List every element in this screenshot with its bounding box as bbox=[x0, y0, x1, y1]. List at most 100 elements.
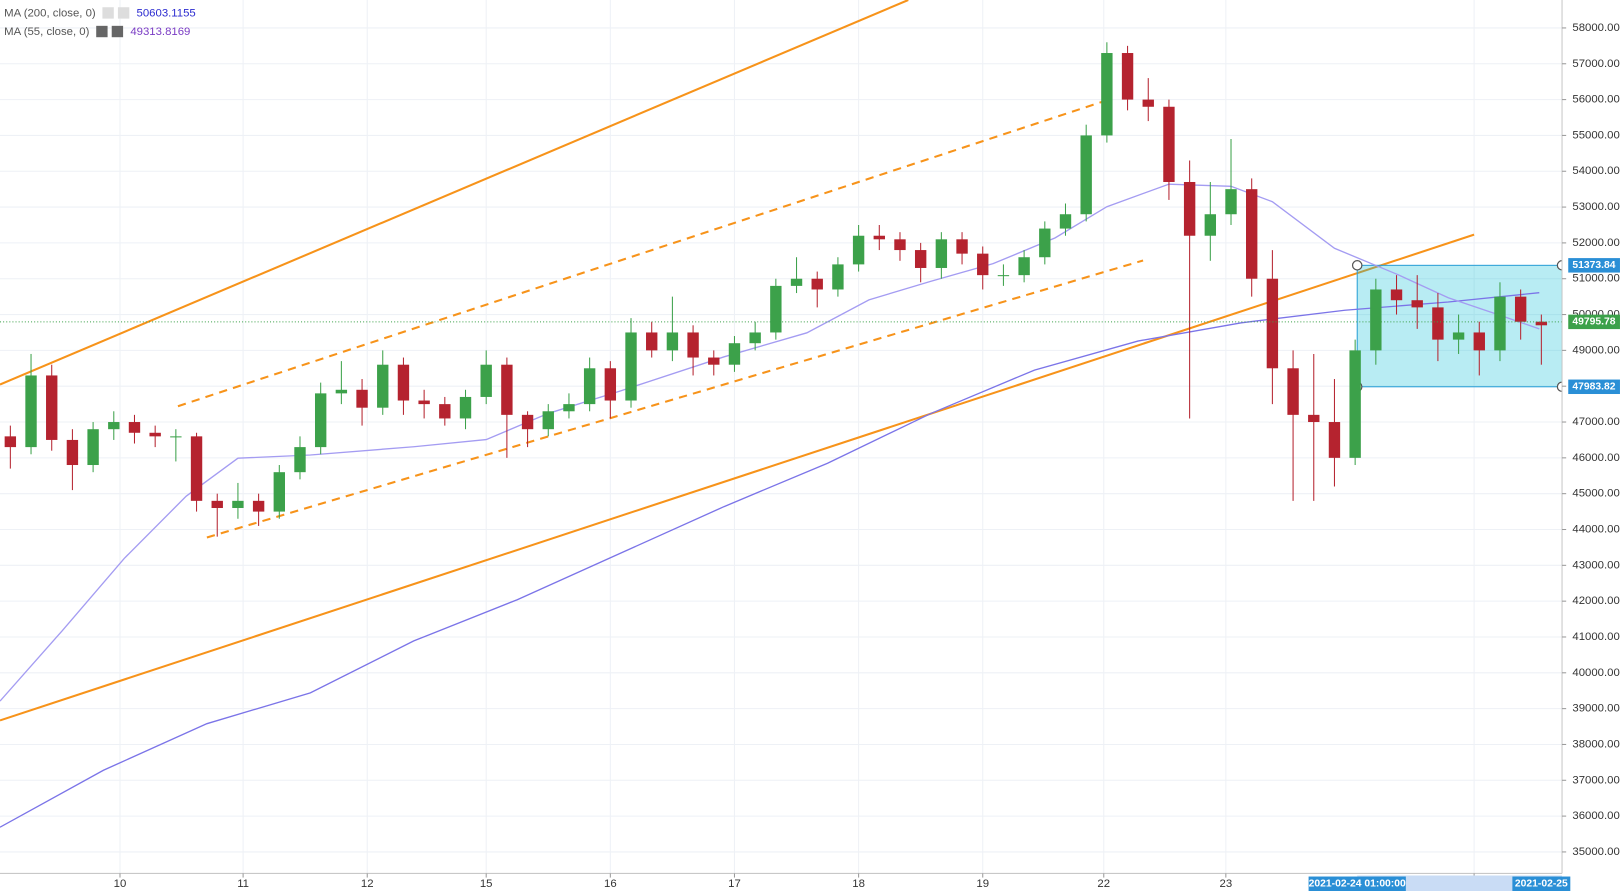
candle-body bbox=[1390, 289, 1403, 301]
candle-body bbox=[1121, 53, 1134, 100]
candle-body bbox=[149, 432, 161, 437]
candle-body bbox=[314, 393, 327, 448]
candle-body bbox=[501, 364, 513, 415]
y-tick-label: 57000.00 bbox=[1572, 58, 1619, 70]
candle-body bbox=[1225, 189, 1237, 215]
legend-label: MA (200, close, 0) bbox=[4, 7, 96, 19]
y-tick-label: 54000.00 bbox=[1572, 165, 1619, 177]
candle-body bbox=[1018, 257, 1030, 276]
plot-area bbox=[0, 42, 1563, 828]
y-tick-label: 42000.00 bbox=[1572, 595, 1619, 607]
legend-value: 49313.8169 bbox=[130, 26, 190, 38]
candle-body bbox=[873, 235, 885, 240]
candle-body bbox=[4, 436, 17, 448]
candle-body bbox=[914, 250, 927, 268]
x-tick-label: 11 bbox=[237, 878, 249, 890]
time-tag bbox=[1308, 876, 1406, 891]
y-tick-label: 36000.00 bbox=[1572, 810, 1619, 822]
moving-average-line bbox=[0, 292, 1540, 828]
x-tick-label: 17 bbox=[728, 878, 741, 890]
y-tick-label: 49000.00 bbox=[1572, 344, 1619, 356]
candle-body bbox=[1514, 296, 1527, 322]
candle-body bbox=[108, 422, 120, 430]
candle-body bbox=[190, 436, 203, 501]
candle-body bbox=[583, 368, 596, 405]
candle-body bbox=[1494, 296, 1506, 351]
range-box-handle[interactable] bbox=[1351, 260, 1363, 271]
candle-body bbox=[1328, 422, 1341, 458]
candle-body bbox=[397, 364, 410, 401]
candle-body bbox=[770, 285, 782, 333]
candle-body bbox=[1370, 289, 1382, 351]
y-tick-label: 55000.00 bbox=[1572, 129, 1619, 141]
price-axis bbox=[1562, 0, 1621, 891]
candle-body bbox=[521, 414, 534, 430]
candle-body bbox=[480, 364, 492, 397]
range-box[interactable] bbox=[1351, 260, 1568, 393]
candle-body bbox=[459, 396, 472, 419]
y-tick-label: 38000.00 bbox=[1572, 738, 1619, 750]
y-tick-label: 37000.00 bbox=[1572, 774, 1619, 786]
candle-body bbox=[625, 332, 637, 401]
y-tick-label: 40000.00 bbox=[1572, 667, 1619, 679]
candle-body bbox=[646, 332, 658, 351]
channel-line[interactable] bbox=[177, 99, 1108, 408]
candle-body bbox=[852, 235, 865, 265]
grid bbox=[0, 0, 1563, 874]
candle-body bbox=[46, 375, 58, 440]
candle-body bbox=[1411, 300, 1423, 308]
last-price-tag bbox=[1568, 314, 1620, 330]
candle-body bbox=[1183, 181, 1196, 236]
y-tick-label: 44000.00 bbox=[1572, 524, 1619, 536]
candle-body bbox=[894, 239, 906, 251]
time-tag-label: 2021-02-25 bbox=[1515, 879, 1568, 890]
candle-body bbox=[128, 422, 141, 433]
candle-body bbox=[749, 332, 761, 344]
candle-body bbox=[1473, 332, 1485, 351]
candle-body bbox=[1246, 189, 1258, 279]
candle-body bbox=[232, 500, 244, 509]
drawings bbox=[0, 0, 1475, 722]
price-tag bbox=[1568, 258, 1620, 273]
candle-body bbox=[708, 357, 720, 365]
candle-body bbox=[977, 253, 989, 276]
candle-body bbox=[956, 239, 968, 254]
channel-line[interactable] bbox=[206, 259, 1144, 539]
candle-body bbox=[418, 400, 430, 405]
candle-body bbox=[170, 436, 182, 438]
legend-icon[interactable] bbox=[96, 25, 108, 38]
candle-body bbox=[1059, 214, 1072, 229]
candle-body bbox=[1535, 321, 1548, 326]
trend-line[interactable] bbox=[0, 233, 1475, 722]
candle-body bbox=[273, 472, 285, 512]
candle-body bbox=[211, 500, 223, 509]
time-tag bbox=[1512, 876, 1571, 891]
y-tick-label: 52000.00 bbox=[1572, 237, 1619, 249]
trend-line[interactable] bbox=[0, 0, 909, 386]
candle-body bbox=[66, 439, 79, 466]
candle-body bbox=[563, 404, 575, 412]
legend-icon[interactable] bbox=[111, 25, 124, 38]
y-tick-label: 56000.00 bbox=[1572, 94, 1619, 106]
candle-body bbox=[832, 264, 844, 290]
price-tag bbox=[1568, 379, 1620, 395]
candle-body bbox=[1287, 368, 1299, 415]
x-tick-label: 15 bbox=[480, 878, 493, 890]
y-tick-label: 50000.00 bbox=[1572, 309, 1619, 321]
y-tick-label: 53000.00 bbox=[1572, 201, 1619, 213]
legend-icon[interactable] bbox=[102, 7, 114, 19]
candle-body bbox=[294, 447, 306, 473]
candle-body bbox=[790, 278, 803, 286]
candle-body bbox=[439, 404, 451, 419]
candle-body bbox=[666, 332, 679, 351]
y-tick-label: 43000.00 bbox=[1572, 559, 1619, 571]
candle-body bbox=[25, 375, 37, 448]
axes: 35000.00 36000.00 37000.00 38000.00 39000.00… bbox=[114, 22, 1620, 891]
legend-icon[interactable] bbox=[117, 7, 130, 19]
y-tick-label: 58000.00 bbox=[1572, 22, 1619, 34]
candle-body bbox=[1266, 278, 1279, 369]
candle-body bbox=[87, 429, 99, 466]
y-tick-label: 35000.00 bbox=[1572, 846, 1619, 858]
x-tick-label: 16 bbox=[604, 878, 617, 890]
